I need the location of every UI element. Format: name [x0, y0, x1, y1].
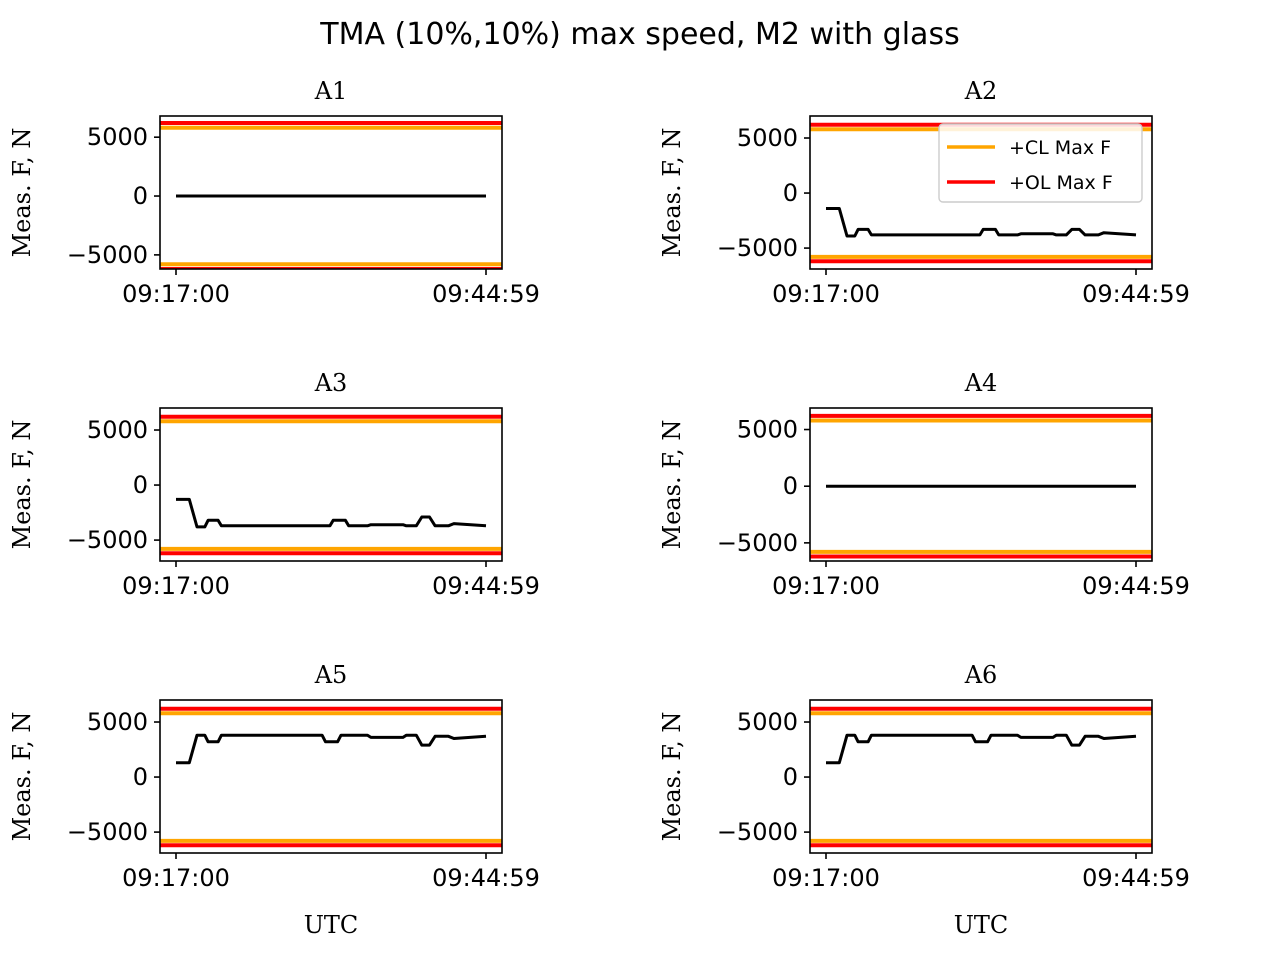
- panel-title: A2: [964, 77, 998, 105]
- x-axis-label: UTC: [304, 911, 359, 939]
- x-tick-label: 09:17:00: [772, 572, 880, 600]
- y-tick-label: 5000: [87, 416, 148, 444]
- x-tick-label: 09:17:00: [122, 280, 230, 308]
- axes-frame: [809, 699, 1153, 854]
- y-tick-label: 5000: [87, 123, 148, 151]
- x-tick-label: 09:44:59: [1082, 864, 1190, 892]
- panel-title: A6: [964, 661, 998, 689]
- axes-frame: [159, 407, 503, 562]
- y-tick-label: −5000: [717, 529, 798, 557]
- panel-a3: A3 5000 0 −5000 09:17:00 09:44:59 Meas. F, N: [8, 369, 540, 600]
- y-axis-label: Meas. F, N: [8, 420, 36, 550]
- measured-force-line: [826, 733, 1137, 765]
- x-tick-label: 09:17:00: [772, 864, 880, 892]
- y-axis-label: Meas. F, N: [658, 420, 686, 550]
- measured-force-line: [176, 497, 487, 529]
- y-tick-label: 5000: [737, 416, 798, 444]
- limit-lines: [810, 706, 1152, 848]
- y-tick-label: 0: [783, 763, 798, 791]
- limit-lines: [160, 121, 502, 269]
- panel-title: A5: [314, 661, 348, 689]
- x-tick-label: 09:44:59: [1082, 572, 1190, 600]
- y-tick-label: 0: [783, 179, 798, 207]
- panel-title: A1: [314, 77, 348, 105]
- measured-force-line: [176, 733, 487, 765]
- y-axis-label: Meas. F, N: [658, 712, 686, 842]
- figure-title: TMA (10%,10%) max speed, M2 with glass: [319, 17, 959, 52]
- panel-a2: A2 5000 0 −5000 09:17:00 09:44:59 Meas. F, N +C…: [658, 77, 1190, 308]
- axes-frame: [159, 115, 503, 270]
- y-tick-label: 0: [783, 472, 798, 500]
- x-tick-label: 09:17:00: [122, 864, 230, 892]
- x-tick-label: 09:44:59: [432, 572, 540, 600]
- y-axis-label: Meas. F, N: [8, 712, 36, 842]
- panel-title: A4: [964, 369, 998, 397]
- x-tick-label: 09:17:00: [772, 280, 880, 308]
- y-tick-label: −5000: [717, 234, 798, 262]
- y-tick-label: 5000: [737, 124, 798, 152]
- legend-entry-label: +OL Max F: [1009, 172, 1113, 194]
- y-tick-label: 0: [133, 471, 148, 499]
- y-tick-label: −5000: [67, 241, 148, 269]
- x-tick-label: 09:44:59: [1082, 280, 1190, 308]
- y-tick-label: 0: [133, 763, 148, 791]
- y-tick-label: 5000: [737, 708, 798, 736]
- limit-lines: [160, 706, 502, 848]
- panel-a5: A5 5000 0 −5000 09:17:00 09:44:59 Meas. F, N UT…: [8, 661, 540, 939]
- limit-lines: [160, 414, 502, 556]
- x-axis-label: UTC: [954, 911, 1009, 939]
- legend-entry-label: +CL Max F: [1009, 137, 1111, 159]
- x-tick-label: 09:44:59: [432, 280, 540, 308]
- measured-force-line: [826, 207, 1137, 238]
- y-tick-label: −5000: [67, 818, 148, 846]
- y-axis-label: Meas. F, N: [8, 128, 36, 258]
- x-tick-label: 09:44:59: [432, 864, 540, 892]
- y-tick-label: 0: [133, 182, 148, 210]
- y-axis-label: Meas. F, N: [658, 128, 686, 258]
- limit-lines: [810, 413, 1152, 559]
- panel-a6: A6 5000 0 −5000 09:17:00 09:44:59 Meas. F, N UT…: [658, 661, 1190, 939]
- x-tick-label: 09:17:00: [122, 572, 230, 600]
- axes-frame: [159, 699, 503, 854]
- y-tick-label: −5000: [717, 818, 798, 846]
- panel-a1: A1 5000 0 −5000 09:17:00 09:44:59 Meas. F, N: [8, 77, 540, 308]
- y-tick-label: 5000: [87, 708, 148, 736]
- legend: +CL Max F +OL Max F: [938, 123, 1143, 203]
- panel-a4: A4 5000 0 −5000 09:17:00 09:44:59 Meas. F, N: [658, 369, 1190, 600]
- panel-title: A3: [314, 369, 348, 397]
- y-tick-label: −5000: [67, 526, 148, 554]
- axes-frame: [809, 407, 1153, 562]
